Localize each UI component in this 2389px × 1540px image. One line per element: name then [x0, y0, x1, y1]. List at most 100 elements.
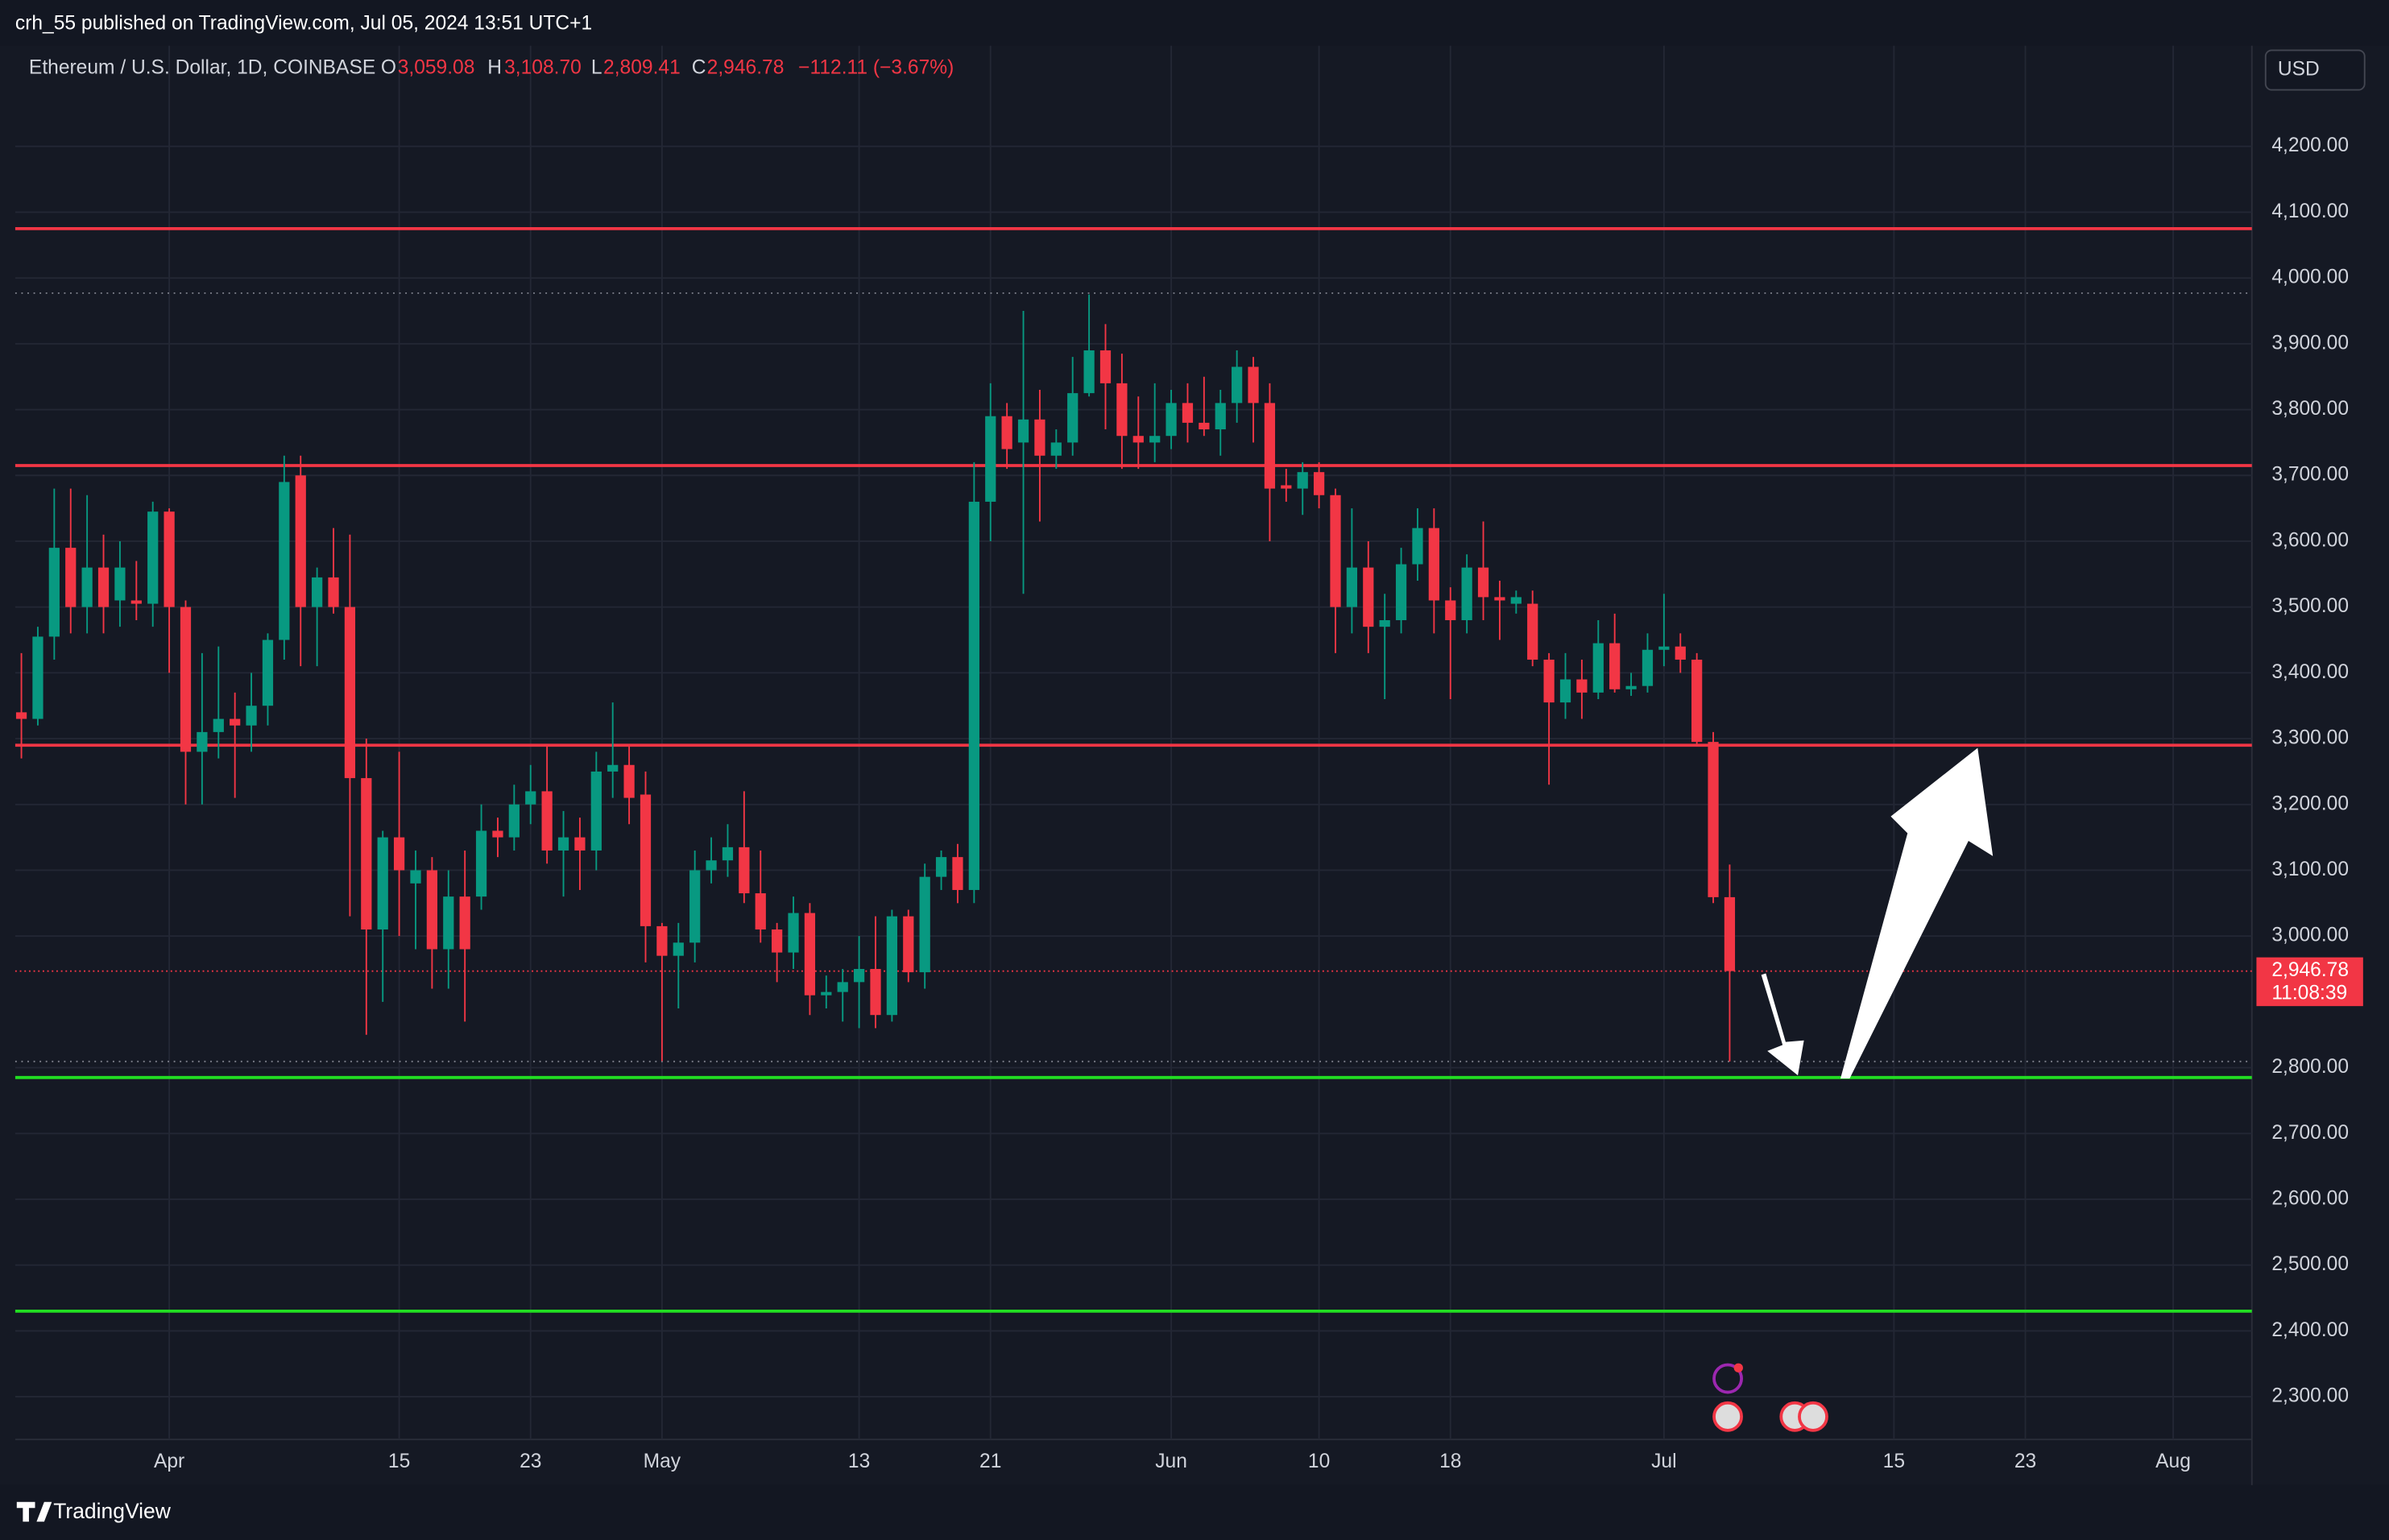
currency-label[interactable]: USD	[2278, 58, 2320, 80]
y-tick-label: 4,100.00	[2271, 201, 2349, 222]
y-tick-label: 3,600.00	[2271, 529, 2349, 551]
bottom-bar	[0, 1484, 2389, 1540]
publisher: crh_55 published on TradingView.com, Jul…	[15, 13, 592, 35]
candle-body	[607, 764, 619, 772]
x-tick-label: 21	[979, 1451, 1001, 1472]
y-tick-label: 3,200.00	[2271, 793, 2349, 814]
y-tick-label: 3,300.00	[2271, 727, 2349, 749]
candle-body	[590, 771, 602, 851]
candle-body	[1248, 366, 1259, 404]
candle-body	[1346, 567, 1358, 607]
candle-body	[1691, 660, 1703, 743]
event-icon[interactable]	[1712, 1401, 1743, 1432]
candle-body	[656, 925, 668, 956]
x-tick-label: 23	[2014, 1451, 2036, 1472]
candles	[15, 294, 1736, 1062]
x-tick-label: Jun	[1155, 1451, 1187, 1472]
candle-body	[312, 577, 323, 607]
candle-body	[1363, 567, 1374, 627]
candle-body	[279, 482, 290, 640]
ohlc-key: H	[487, 57, 502, 79]
candle-body	[870, 969, 881, 1016]
candle-body	[230, 718, 241, 726]
candle-body	[1313, 472, 1325, 495]
candle-body	[525, 791, 536, 805]
candle-body	[1724, 896, 1736, 971]
candle-body	[1592, 643, 1604, 693]
candle-body	[640, 794, 652, 926]
ohlc-key: C	[692, 57, 706, 79]
brand: TradingView	[53, 1499, 172, 1523]
y-tick-label: 3,400.00	[2271, 661, 2349, 683]
candle-body	[426, 870, 438, 950]
candle-body	[1034, 419, 1045, 456]
x-tick-label: 18	[1439, 1451, 1461, 1472]
candle-body	[97, 567, 110, 607]
candle-body	[32, 636, 43, 719]
y-tick-label: 2,700.00	[2271, 1122, 2349, 1144]
candle-body	[180, 606, 192, 752]
x-tick-label: 13	[848, 1451, 870, 1472]
arrow-down	[1761, 973, 1804, 1076]
candle-body	[837, 982, 848, 992]
y-tick-label: 2,500.00	[2271, 1253, 2349, 1275]
candle-body	[344, 606, 356, 779]
candle-body	[1675, 646, 1686, 660]
currency-button[interactable]	[2264, 49, 2366, 91]
x-tick-label: Jul	[1651, 1451, 1676, 1472]
candle-body	[1215, 403, 1226, 430]
candle-body	[508, 804, 520, 838]
candle-body	[147, 511, 159, 604]
grid	[14, 45, 2252, 1440]
countdown: 11:08:39	[2271, 983, 2347, 1004]
last-price-label: 2,946.78	[2271, 959, 2349, 981]
candle-body	[262, 640, 274, 706]
candle-body	[821, 991, 832, 996]
top-bar	[0, 0, 2389, 46]
candle-body	[1642, 649, 1654, 686]
ohlc-value: 3,108.70	[504, 57, 582, 79]
candle-body	[48, 548, 60, 637]
legend-title: Ethereum / U.S. Dollar, 1D, COINBASE	[29, 57, 375, 79]
candle-body	[1510, 597, 1522, 604]
candle-body	[81, 567, 93, 607]
candle-body	[65, 548, 77, 607]
candle-body	[1232, 366, 1243, 404]
candle-body	[295, 475, 306, 607]
candle-body	[1149, 436, 1161, 443]
candle-body	[164, 511, 175, 607]
ohlc-value: 2,946.78	[707, 57, 785, 79]
candle-body	[1281, 485, 1292, 489]
last-price-box	[2256, 957, 2363, 1007]
y-tick-label: 3,000.00	[2271, 925, 2349, 946]
candle-body	[1067, 393, 1079, 443]
event-icon[interactable]	[1712, 1363, 1743, 1394]
candle-body	[1658, 646, 1670, 650]
candle-body	[886, 916, 898, 1016]
y-tick-label: 2,800.00	[2271, 1056, 2349, 1078]
candle-body	[574, 837, 586, 851]
candle-body	[1477, 567, 1489, 598]
candle-body	[968, 501, 979, 890]
event-icon[interactable]	[1798, 1401, 1828, 1432]
candle-body	[1445, 600, 1456, 620]
candle-body	[623, 764, 635, 798]
candle-body	[557, 837, 569, 851]
y-tick-label: 4,200.00	[2271, 135, 2349, 156]
ohlc-key: L	[591, 57, 602, 79]
candle-body	[772, 929, 783, 953]
candle-body	[853, 969, 865, 983]
candle-body	[1264, 403, 1276, 489]
candle-body	[1625, 685, 1637, 689]
candle-body	[903, 916, 914, 973]
y-tick-label: 4,000.00	[2271, 267, 2349, 288]
candle-body	[459, 896, 470, 950]
ohlc-value: 3,059.08	[398, 57, 475, 79]
candle-body	[114, 567, 126, 601]
candle-body	[673, 942, 684, 956]
candle-body	[1099, 350, 1112, 383]
x-tick-label: Aug	[2155, 1451, 2191, 1472]
ohlc-key: O	[381, 57, 396, 79]
candle-body	[689, 870, 701, 943]
